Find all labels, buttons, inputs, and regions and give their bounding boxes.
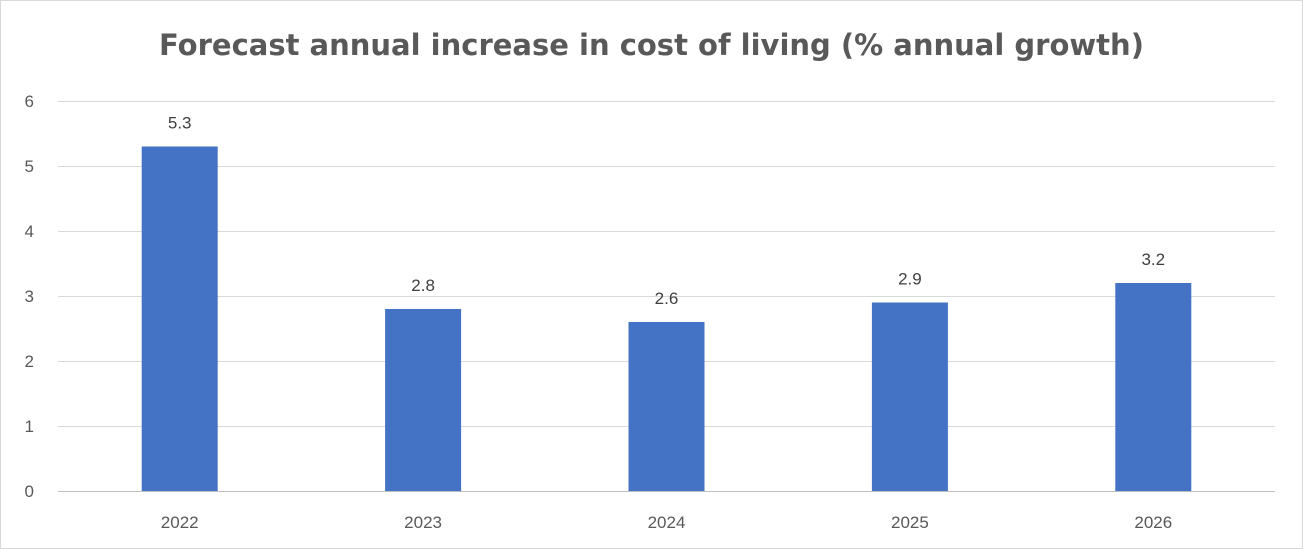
data-label: 2.8 xyxy=(411,276,435,295)
data-label: 5.3 xyxy=(168,114,192,133)
y-tick-label: 5 xyxy=(25,157,34,176)
x-tick-label: 2022 xyxy=(161,513,199,532)
bar xyxy=(141,146,218,491)
data-label: 2.6 xyxy=(655,289,679,308)
x-tick-label: 2026 xyxy=(1134,513,1172,532)
data-label: 2.9 xyxy=(898,270,922,289)
bar xyxy=(385,309,462,491)
y-tick-label: 6 xyxy=(25,92,34,111)
y-axis-tick-labels: 0 1 2 3 4 5 6 xyxy=(25,92,34,501)
x-tick-label: 2023 xyxy=(404,513,442,532)
bars xyxy=(141,146,1192,491)
bar xyxy=(628,322,705,491)
bar xyxy=(871,302,948,491)
y-tick-label: 0 xyxy=(25,482,34,501)
data-labels: 5.3 2.8 2.6 2.9 3.2 xyxy=(168,114,1165,309)
chart-title: Forecast annual increase in cost of livi… xyxy=(159,28,1144,62)
y-tick-label: 3 xyxy=(25,287,34,306)
x-axis-tick-labels: 2022 2023 2024 2025 2026 xyxy=(161,513,1172,532)
x-tick-label: 2025 xyxy=(891,513,929,532)
bar xyxy=(1115,283,1192,491)
data-label: 3.2 xyxy=(1141,250,1165,269)
y-tick-label: 4 xyxy=(25,222,34,241)
y-tick-label: 1 xyxy=(25,417,34,436)
y-tick-label: 2 xyxy=(25,352,34,371)
x-tick-label: 2024 xyxy=(648,513,686,532)
